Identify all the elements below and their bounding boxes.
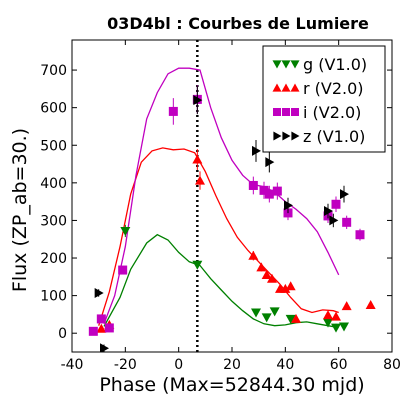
legend-marker-r xyxy=(272,83,282,92)
point-z xyxy=(100,343,109,352)
legend: g (V1.0) r (V2.0) i (V2.0) z (V1.0) xyxy=(262,45,386,153)
point-i xyxy=(248,180,258,190)
point-i xyxy=(259,185,269,195)
point-r xyxy=(365,300,376,310)
point-r xyxy=(248,250,259,260)
y-tick-label: 700 xyxy=(40,63,67,79)
point-i xyxy=(96,314,106,324)
x-tick-label: 20 xyxy=(223,357,241,373)
y-tick-label: 300 xyxy=(40,213,67,229)
point-r xyxy=(267,273,277,283)
point-z xyxy=(94,287,104,298)
point-z xyxy=(324,206,333,217)
chart-title: 03D4bl : Courbes de Lumiere xyxy=(107,14,369,33)
point-i xyxy=(355,230,365,240)
point-i xyxy=(104,323,114,333)
point-r xyxy=(96,323,107,333)
legend-label-z: z (V1.0) xyxy=(303,127,365,146)
legend-label-r: r (V2.0) xyxy=(303,79,364,98)
point-z xyxy=(252,145,261,156)
point-i xyxy=(88,326,98,336)
y-tick-label: 500 xyxy=(40,138,67,154)
point-i xyxy=(264,189,274,199)
legend-marker-g xyxy=(290,60,300,69)
point-g xyxy=(251,308,261,318)
x-tick-label: -20 xyxy=(114,357,137,373)
point-r xyxy=(256,262,267,272)
curve-r xyxy=(98,147,339,326)
point-i xyxy=(118,265,128,275)
y-tick-label: 0 xyxy=(58,326,67,342)
point-i xyxy=(342,217,352,227)
point-r xyxy=(280,283,291,293)
point-z xyxy=(265,157,275,168)
legend-marker-z xyxy=(273,131,282,141)
point-z xyxy=(340,189,349,200)
point-z xyxy=(284,200,293,211)
point-g xyxy=(120,226,131,236)
point-i xyxy=(272,186,282,196)
point-z xyxy=(193,95,203,106)
point-g xyxy=(261,313,272,323)
x-tick-label: -40 xyxy=(61,357,84,373)
x-tick-label: 60 xyxy=(330,357,348,373)
point-g xyxy=(269,307,280,317)
data-points xyxy=(88,85,376,352)
x-tick-label: 0 xyxy=(174,357,183,373)
legend-label-g: g (V1.0) xyxy=(303,55,367,74)
point-r xyxy=(261,269,272,279)
point-r xyxy=(341,301,352,311)
legend-marker-r xyxy=(281,83,291,92)
point-g xyxy=(285,314,296,324)
point-g xyxy=(339,322,349,332)
x-tick-label: 80 xyxy=(383,357,400,373)
legend-marker-i xyxy=(282,108,290,116)
point-r xyxy=(331,311,341,321)
point-r xyxy=(285,281,296,291)
legend-marker-i xyxy=(273,108,281,116)
y-tick-label: 100 xyxy=(40,289,67,305)
point-g xyxy=(323,318,333,328)
legend-label-i: i (V2.0) xyxy=(303,103,361,122)
point-r xyxy=(195,175,205,185)
point-r xyxy=(323,310,333,320)
y-axis-title: Flux (ZP_ab=30.) xyxy=(9,128,31,292)
y-tick-label: 200 xyxy=(40,251,67,267)
model-curves xyxy=(98,67,340,329)
axes: -40 -20 0 20 40 60 80 0 100 200 300 400 500 600 700 xyxy=(40,39,400,373)
point-i xyxy=(168,106,178,116)
point-g xyxy=(331,323,341,333)
y-tick-label: 400 xyxy=(40,176,67,192)
point-r xyxy=(192,154,203,164)
point-i xyxy=(331,199,341,209)
point-g xyxy=(192,260,203,270)
legend-marker-z xyxy=(282,131,291,141)
point-z xyxy=(329,215,339,226)
x-tick-label: 40 xyxy=(276,357,294,373)
legend-marker-g xyxy=(272,60,282,69)
legend-marker-z xyxy=(291,131,300,141)
legend-marker-g xyxy=(281,60,291,69)
curve-g xyxy=(103,233,339,329)
legend-marker-i xyxy=(291,108,299,116)
legend-marker-r xyxy=(290,83,300,92)
y-tick-label: 600 xyxy=(40,101,67,117)
point-r xyxy=(291,313,301,323)
x-axis-title: Phase (Max=52844.30 mjd) xyxy=(99,374,364,396)
curve-i xyxy=(103,67,340,325)
